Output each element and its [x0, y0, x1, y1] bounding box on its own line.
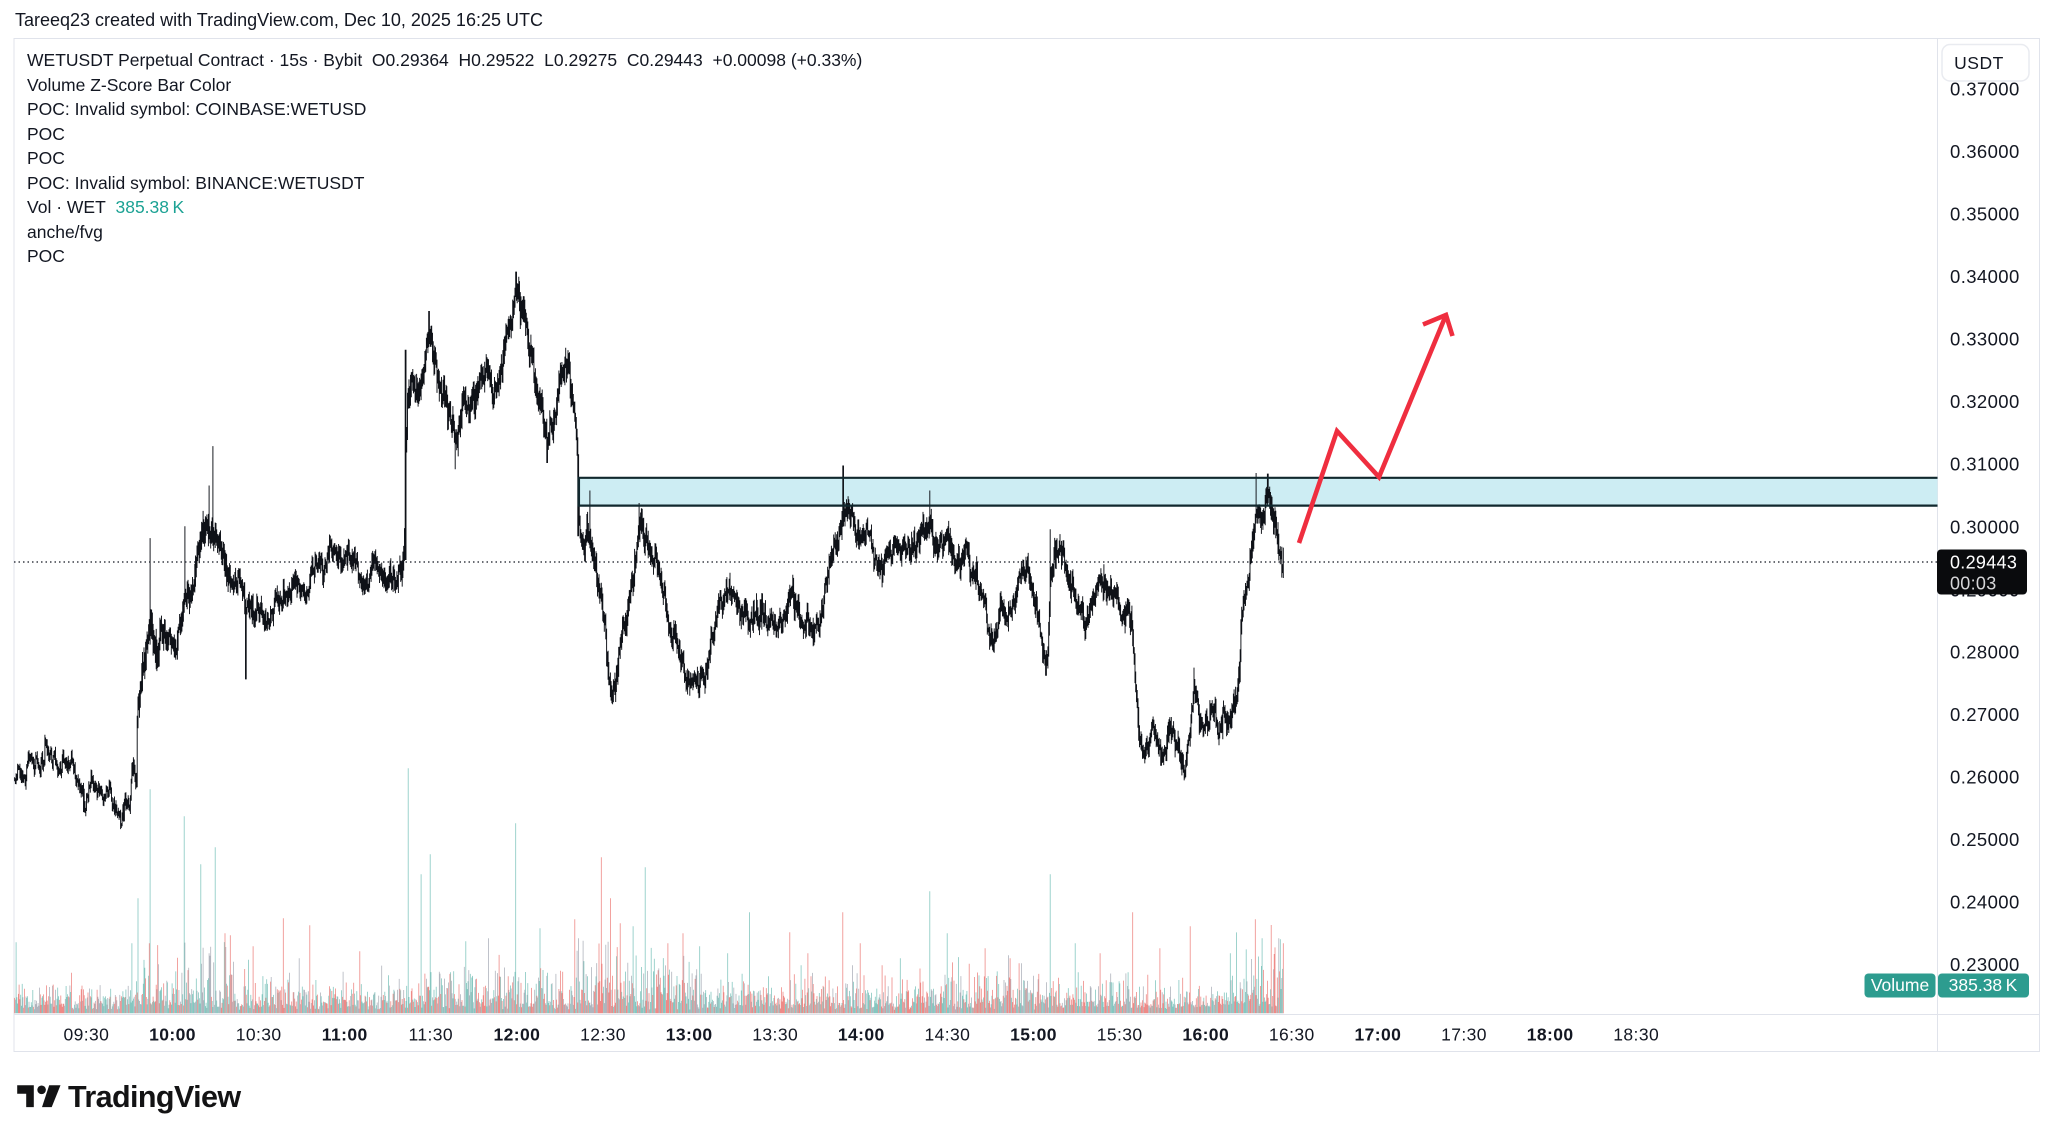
svg-text:0.36000: 0.36000 [1950, 141, 2020, 162]
svg-text:0.29443: 0.29443 [1950, 553, 2017, 573]
svg-text:0.27000: 0.27000 [1950, 704, 2020, 725]
svg-text:10:00: 10:00 [149, 1025, 196, 1045]
svg-text:14:30: 14:30 [925, 1025, 971, 1045]
svg-text:0.25000: 0.25000 [1950, 829, 2020, 850]
svg-text:16:00: 16:00 [1182, 1025, 1229, 1045]
svg-text:Volume: Volume [1871, 975, 1929, 995]
svg-text:10:30: 10:30 [236, 1025, 282, 1045]
svg-text:0.34000: 0.34000 [1950, 266, 2020, 287]
svg-text:0.26000: 0.26000 [1950, 767, 2020, 788]
svg-text:11:00: 11:00 [322, 1025, 368, 1045]
svg-text:09:30: 09:30 [64, 1025, 110, 1045]
svg-text:USDT: USDT [1954, 53, 2004, 73]
svg-text:0.32000: 0.32000 [1950, 391, 2020, 412]
svg-text:0.24000: 0.24000 [1950, 892, 2020, 913]
svg-text:11:30: 11:30 [409, 1025, 454, 1045]
svg-text:0.35000: 0.35000 [1950, 204, 2020, 225]
svg-text:0.33000: 0.33000 [1950, 329, 2020, 350]
svg-text:385.38 K: 385.38 K [1949, 975, 2018, 995]
svg-text:18:00: 18:00 [1527, 1025, 1574, 1045]
svg-text:0.28000: 0.28000 [1950, 641, 2020, 662]
svg-text:0.23000: 0.23000 [1950, 954, 2020, 975]
svg-text:13:00: 13:00 [666, 1025, 713, 1045]
svg-text:0.37000: 0.37000 [1950, 78, 2020, 99]
svg-text:15:00: 15:00 [1010, 1025, 1057, 1045]
svg-text:17:30: 17:30 [1441, 1025, 1487, 1045]
svg-text:16:30: 16:30 [1269, 1025, 1315, 1045]
svg-text:15:30: 15:30 [1097, 1025, 1143, 1045]
svg-text:14:00: 14:00 [838, 1025, 885, 1045]
svg-text:00:03: 00:03 [1950, 574, 1997, 594]
svg-text:17:00: 17:00 [1355, 1025, 1402, 1045]
svg-text:12:00: 12:00 [494, 1025, 541, 1045]
svg-text:0.31000: 0.31000 [1950, 454, 2020, 475]
svg-text:0.30000: 0.30000 [1950, 516, 2020, 537]
svg-text:18:30: 18:30 [1613, 1025, 1659, 1045]
svg-text:12:30: 12:30 [580, 1025, 626, 1045]
svg-text:13:30: 13:30 [752, 1025, 798, 1045]
svg-text:TradingView: TradingView [68, 1080, 241, 1114]
